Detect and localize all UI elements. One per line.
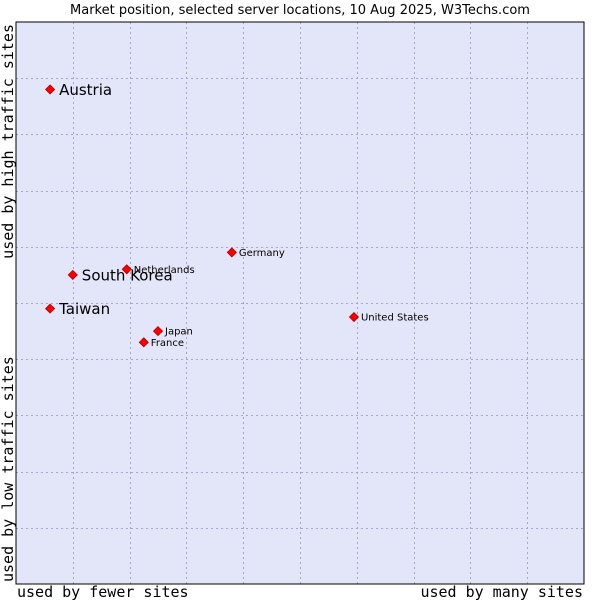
plot-border bbox=[15, 21, 585, 585]
marker-france bbox=[138, 337, 149, 348]
x-axis-label-right: used by many sites bbox=[420, 583, 583, 600]
label-austria: Austria bbox=[59, 81, 112, 99]
chart-title: Market position, selected server locatio… bbox=[70, 3, 530, 18]
data-point-south-korea: South Korea bbox=[67, 266, 173, 284]
marker-germany bbox=[226, 247, 237, 258]
data-point-france: France bbox=[138, 337, 184, 349]
y-axis-label-top: used by high traffic sites bbox=[0, 24, 17, 259]
data-points: Austria South Korea Taiwan Netherlands Germa… bbox=[45, 81, 429, 349]
label-south-korea: South Korea bbox=[82, 266, 173, 284]
data-point-united-states: United States bbox=[348, 311, 429, 324]
y-axis-label-bottom: used by low traffic sites bbox=[0, 356, 17, 582]
label-netherlands: Netherlands bbox=[134, 265, 195, 276]
marker-netherlands bbox=[121, 264, 132, 275]
marker-austria bbox=[45, 84, 56, 95]
label-united-states: United States bbox=[361, 313, 429, 324]
marker-taiwan bbox=[45, 303, 56, 314]
label-germany: Germany bbox=[239, 248, 285, 259]
data-point-netherlands: Netherlands bbox=[121, 264, 195, 276]
marker-south-korea bbox=[67, 269, 78, 280]
grid bbox=[16, 22, 584, 584]
label-japan: Japan bbox=[164, 327, 193, 338]
marker-united-states bbox=[348, 311, 360, 323]
data-point-taiwan: Taiwan bbox=[45, 300, 110, 318]
label-france: France bbox=[151, 338, 184, 349]
data-point-germany: Germany bbox=[226, 247, 285, 259]
x-axis-label-left: used by fewer sites bbox=[17, 583, 189, 600]
data-point-japan: Japan bbox=[152, 326, 193, 338]
label-taiwan: Taiwan bbox=[58, 300, 110, 318]
marker-japan bbox=[152, 326, 164, 337]
data-point-austria: Austria bbox=[45, 81, 112, 99]
